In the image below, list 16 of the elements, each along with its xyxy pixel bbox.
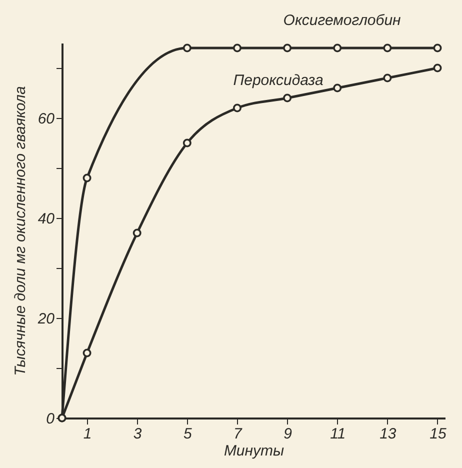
- x-tick-label: 13: [380, 426, 397, 442]
- x-tick-label: 11: [330, 426, 346, 442]
- x-tick-label: 3: [133, 426, 142, 442]
- x-tick-label: 5: [183, 426, 192, 442]
- series-label: Оксигемоглобин: [283, 12, 401, 29]
- y-tick-label: 20: [36, 310, 56, 328]
- x-tick-label: 9: [284, 426, 293, 442]
- y-axis-title: Тысячные доли мг окисленного гваякола: [12, 86, 29, 376]
- x-axis-title: Минуты: [224, 442, 284, 460]
- y-tick-label: 60: [38, 110, 56, 128]
- y-tick-label: 40: [38, 210, 56, 228]
- x-tick-label: 15: [430, 426, 447, 442]
- x-tick-label: 7: [234, 426, 243, 442]
- y-tick-label: 0: [46, 410, 56, 428]
- series-label: Пероксидаза: [233, 72, 324, 89]
- x-tick-label: 1: [83, 426, 92, 442]
